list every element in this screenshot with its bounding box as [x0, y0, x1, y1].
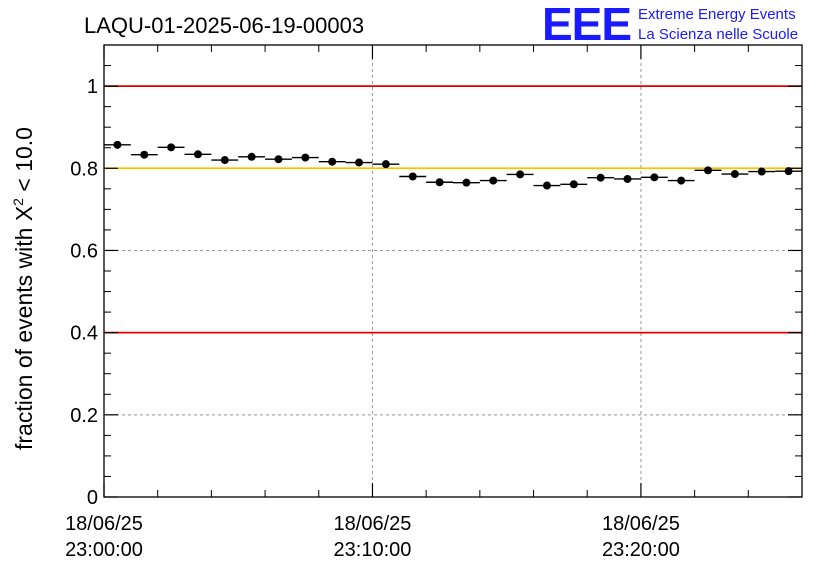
y-tick-label: 1: [87, 76, 98, 98]
data-point: [623, 174, 632, 183]
data-series: [104, 140, 802, 190]
y-tick-label: 0.2: [70, 405, 98, 427]
y-axis-label-symbol: X: [11, 206, 37, 221]
eee-logo: EEE Extreme Energy Events La Scienza nel…: [542, 0, 798, 50]
data-point: [569, 180, 578, 189]
plot-frame: [103, 44, 803, 498]
data-point: [274, 155, 283, 164]
data-point: [408, 172, 417, 181]
data-point: [193, 150, 202, 159]
eee-logo-letters: EEE: [542, 0, 631, 50]
x-tick-label-date: 18/06/25: [602, 513, 680, 535]
y-tick-label: 0.4: [70, 323, 98, 345]
y-axis-label-suffix: < 10.0: [11, 127, 37, 198]
eee-logo-line2: La Scienza nelle Scuole: [638, 26, 798, 43]
data-point: [704, 166, 713, 175]
y-axis-label-exponent: 2: [10, 198, 26, 206]
data-point: [462, 178, 471, 187]
data-point: [784, 167, 793, 176]
x-tick-label-time: 23:10:00: [334, 539, 412, 561]
data-point: [650, 173, 659, 182]
y-axis-label: fraction of events with X2 < 10.0: [10, 127, 37, 450]
reference-lines: [104, 85, 802, 334]
data-point: [301, 153, 310, 162]
x-tick-label-date: 18/06/25: [334, 513, 412, 535]
data-point: [435, 178, 444, 187]
x-axis: 18/06/25 23:00:00 18/06/25 23:10:00 18/06/25…: [65, 45, 749, 561]
y-tick-label: 0.8: [70, 158, 98, 180]
x-tick-label-date: 18/06/25: [65, 513, 143, 535]
data-point: [247, 152, 256, 161]
data-point: [355, 158, 364, 167]
data-point: [220, 156, 229, 165]
data-point: [381, 160, 390, 169]
data-point: [757, 167, 766, 176]
data-point: [328, 157, 337, 166]
chart-title: LAQU-01-2025-06-19-00003: [84, 13, 364, 38]
y-axis-label-prefix: fraction of events with: [11, 221, 37, 450]
eee-logo-line1: Extreme Energy Events: [638, 6, 796, 23]
data-point: [167, 143, 176, 152]
x-tick-label-time: 23:20:00: [602, 539, 680, 561]
data-point: [489, 176, 498, 185]
data-point: [516, 170, 525, 179]
data-point: [677, 176, 686, 185]
data-point: [113, 140, 122, 149]
data-point: [596, 173, 605, 182]
grid: [104, 45, 802, 497]
data-point: [730, 170, 739, 179]
y-axis: 0 0.2 0.4 0.6 0.8 1: [70, 44, 802, 509]
x-tick-label-time: 23:00:00: [65, 539, 143, 561]
y-tick-label: 0.6: [70, 240, 98, 262]
data-point: [542, 181, 551, 190]
y-tick-label: 0: [87, 487, 98, 509]
data-point: [140, 150, 149, 159]
